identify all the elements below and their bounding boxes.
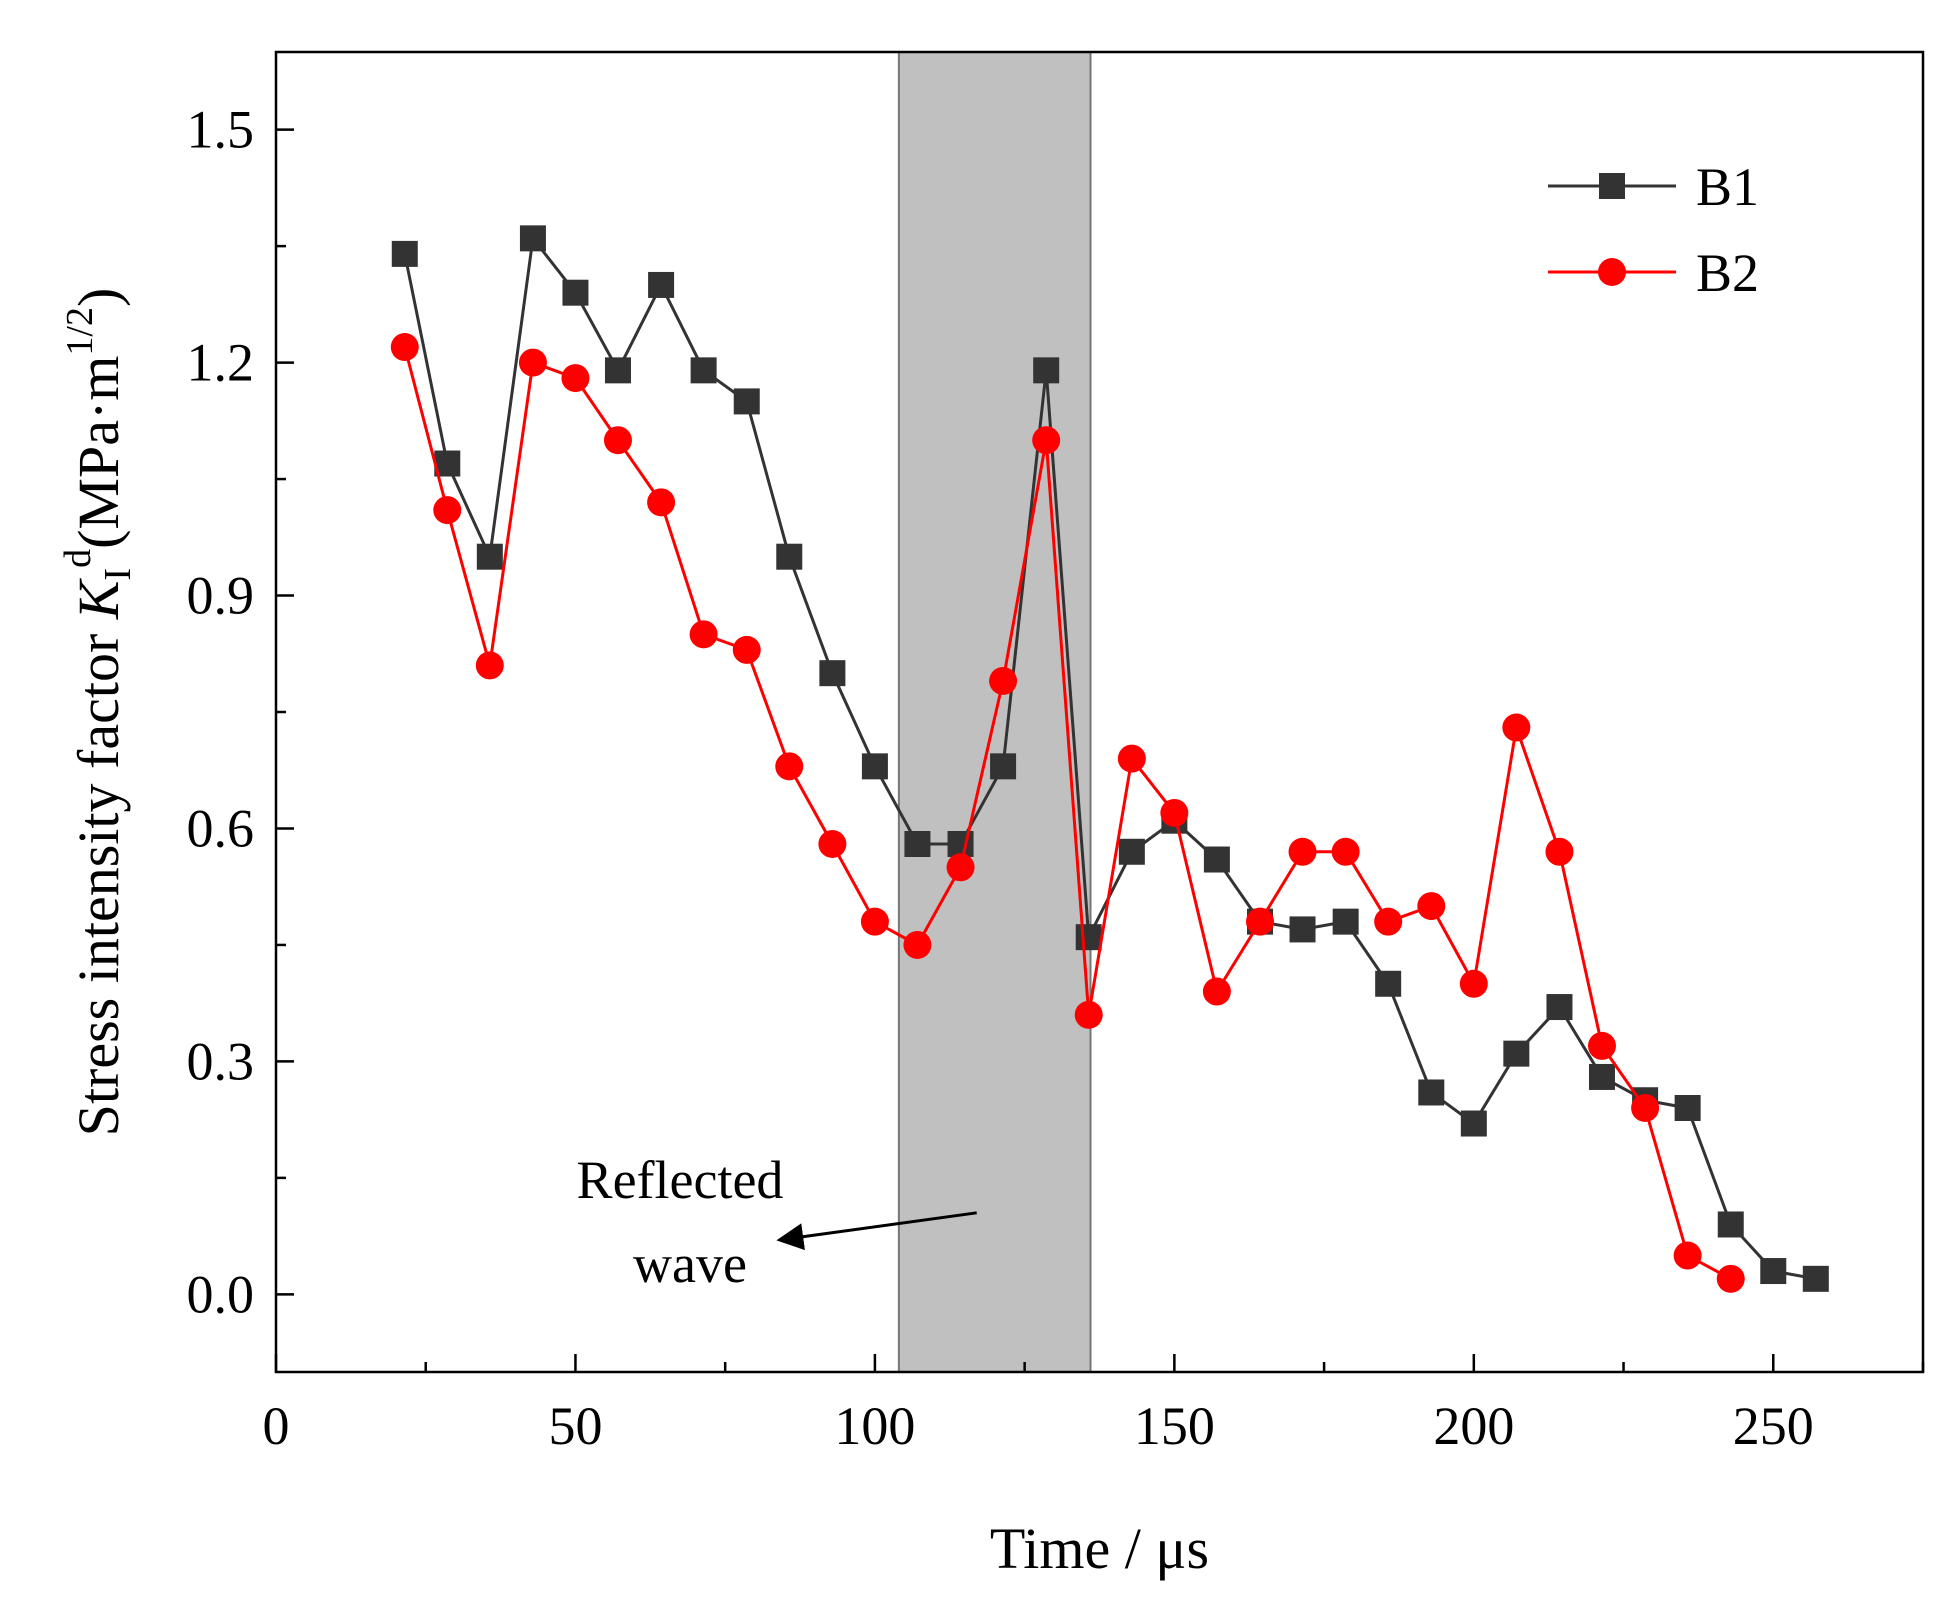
data-point [776, 543, 803, 570]
data-point [1459, 969, 1488, 998]
data-point [1588, 1063, 1615, 1090]
data-point [1418, 1079, 1445, 1106]
x-tick-label: 100 [834, 1396, 915, 1456]
y-tick-label: 0.9 [187, 566, 255, 626]
x-tick-label: 150 [1134, 1396, 1215, 1456]
data-point [904, 831, 931, 857]
data-point [1289, 916, 1316, 943]
y-tick-label: 0.3 [187, 1031, 255, 1091]
data-point [1033, 357, 1060, 384]
data-point [476, 543, 503, 570]
data-point [861, 753, 888, 780]
data-point [1374, 907, 1403, 936]
data-point [1203, 846, 1230, 873]
data-point [519, 225, 546, 252]
y-axis-label-unit-open: (MPa·m [66, 356, 131, 549]
legend-marker-circle-icon [1598, 258, 1626, 286]
data-point [1118, 838, 1145, 865]
x-tick-label: 250 [1733, 1396, 1814, 1456]
data-point [732, 635, 761, 664]
data-point [1074, 1000, 1103, 1029]
data-point [1075, 924, 1102, 951]
data-point [819, 660, 846, 687]
data-point [1802, 1265, 1829, 1292]
y-tick-label: 0.6 [187, 798, 255, 858]
data-point [818, 830, 847, 858]
annotation-arrow [776, 1211, 977, 1251]
legend-entry-b2: B2 [1548, 243, 1759, 303]
annotation-text-line-2: wave [633, 1234, 747, 1294]
legend-marker-square-icon [1599, 173, 1625, 199]
data-point [1545, 837, 1574, 866]
annotation-reflected-wave: Reflected wave [577, 1150, 977, 1294]
data-point [390, 333, 419, 362]
data-point [562, 279, 589, 306]
legend-label-b1: B1 [1696, 157, 1759, 217]
data-point [1375, 970, 1402, 997]
data-point [1587, 1031, 1616, 1060]
data-point [561, 364, 590, 393]
data-point [990, 753, 1017, 780]
data-point [1460, 1110, 1487, 1137]
data-point [733, 388, 760, 415]
data-point [860, 907, 889, 936]
data-point [1546, 994, 1573, 1021]
data-point [518, 348, 547, 377]
data-point [433, 496, 462, 525]
data-point [903, 930, 932, 959]
x-tick-label: 200 [1433, 1396, 1514, 1456]
data-point [989, 666, 1018, 695]
data-point [1202, 977, 1231, 1006]
x-tick-label: 0 [263, 1396, 290, 1456]
data-point [475, 651, 504, 680]
data-point [1160, 798, 1189, 827]
x-axis-label: Time / μs [990, 1516, 1209, 1581]
data-point [1417, 892, 1446, 921]
data-point [1674, 1095, 1701, 1121]
series-line-b1 [403, 234, 1817, 1281]
y-axis-label-prefix: Stress intensity factor [66, 619, 131, 1136]
data-point [689, 620, 718, 649]
x-tick-label: 50 [548, 1396, 602, 1456]
legend-label-b2: B2 [1696, 243, 1759, 303]
data-point [648, 271, 675, 298]
data-point [1288, 837, 1317, 866]
y-axis-label-unit-power: 1/2 [59, 307, 101, 356]
y-tick-label: 1.2 [187, 333, 255, 393]
data-point [647, 488, 676, 517]
y-axis-label-symbol: K [66, 577, 131, 620]
data-point [1246, 907, 1275, 936]
data-point [603, 426, 632, 455]
y-tick-label: 0.0 [187, 1264, 255, 1324]
data-point [1760, 1258, 1787, 1285]
data-point [1631, 1094, 1660, 1122]
series-b2 [390, 333, 1745, 1293]
data-point [1673, 1241, 1702, 1270]
data-point [947, 831, 974, 857]
data-point [1117, 744, 1146, 773]
data-point [1717, 1211, 1744, 1238]
data-point [1332, 908, 1359, 935]
data-point [604, 357, 631, 384]
y-axis-label-superscript: d [57, 549, 99, 568]
data-point [690, 357, 717, 384]
y-axis-label-subscript: I [97, 568, 139, 581]
data-point [391, 240, 418, 267]
series-b1 [391, 225, 1829, 1292]
legend-entry-b1: B1 [1548, 157, 1759, 217]
legend: B1 B2 [1548, 157, 1759, 303]
data-point [1331, 837, 1360, 866]
y-axis-label-unit-close: ) [66, 288, 131, 307]
y-tick-label: 1.5 [187, 100, 255, 160]
data-point [775, 752, 804, 781]
y-axis-label: Stress intensity factor KId(MPa·m1/2) [57, 288, 139, 1137]
data-point [1502, 713, 1531, 742]
data-point [1716, 1264, 1745, 1293]
data-point [946, 853, 975, 882]
annotation-text-line-1: Reflected [577, 1150, 784, 1210]
plot-frame [274, 50, 1925, 1374]
data-point [1032, 426, 1061, 455]
data-point [1503, 1040, 1530, 1067]
